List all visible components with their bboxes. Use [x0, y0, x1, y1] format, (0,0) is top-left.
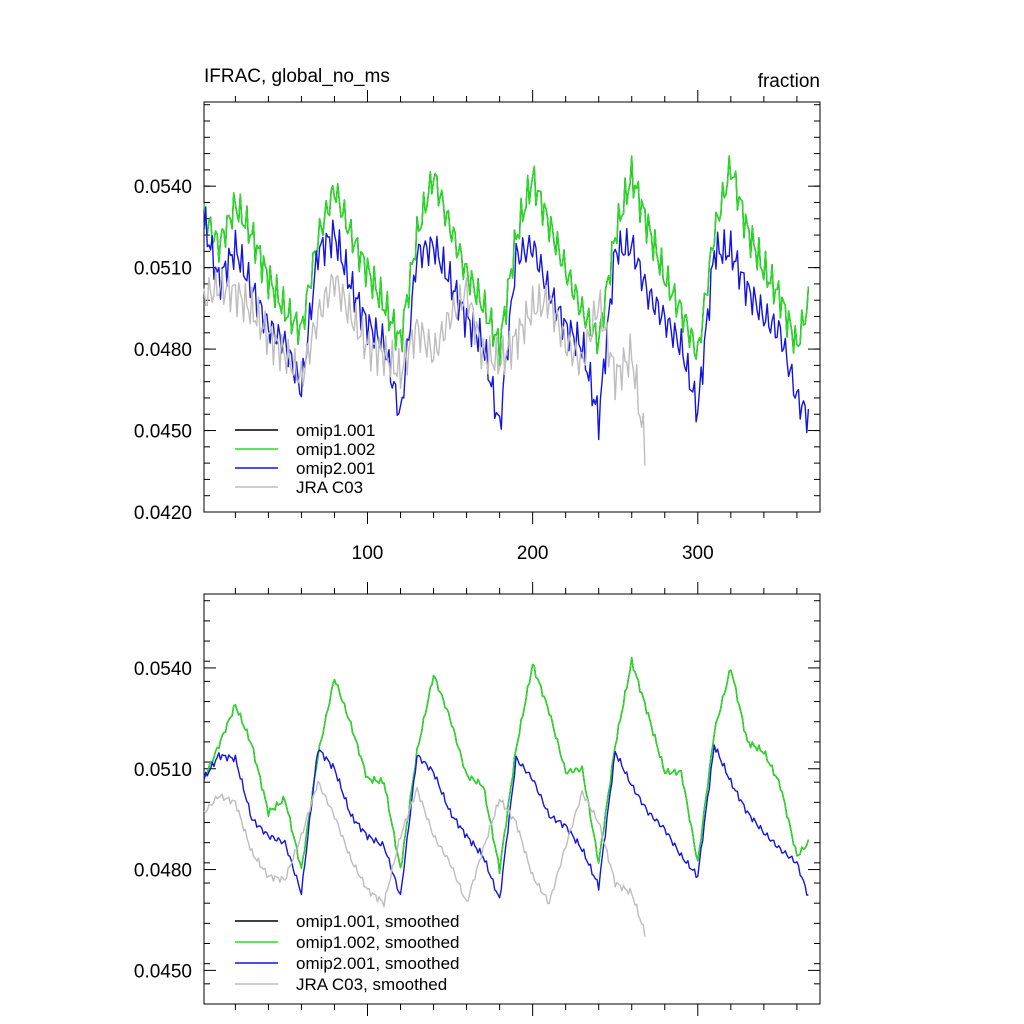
top-panel: IFRAC, global_no_ms fraction 0.0420 0.045… [134, 66, 821, 564]
bottom-plot-frame [203, 593, 821, 1005]
y-tick-label: 0.0450 [134, 422, 192, 443]
top-units: fraction [758, 71, 820, 92]
x-tick-label: 100 [352, 543, 384, 564]
top-title: IFRAC, global_no_ms [204, 66, 390, 87]
y-tick-label: 0.0540 [134, 659, 192, 680]
top-axis-ticks: 0.0420 0.0450 0.0480 0.0510 0.0540 100 200 300 [134, 90, 820, 564]
legend-label: JRA C03, smoothed [296, 975, 447, 994]
legend-label: JRA C03 [296, 478, 363, 497]
legend-label: omip1.001 [296, 421, 375, 440]
bottom-panel: 0.0450 0.0480 0.0510 0.0540 omip1.001, smoo… [134, 582, 821, 1016]
series-line-omip1-001 [203, 155, 810, 368]
legend-label: omip1.002 [296, 440, 375, 459]
y-tick-label: 0.0540 [134, 177, 192, 198]
series-line-omip1-002-smoothed [203, 656, 810, 875]
bottom-axis-ticks: 0.0450 0.0480 0.0510 0.0540 [134, 582, 820, 1016]
series-line-jra-c03 [203, 269, 646, 466]
legend-label: omip2.001 [296, 459, 375, 478]
y-tick-label: 0.0510 [134, 760, 192, 781]
series-line-jra-c03-smoothed [203, 780, 646, 937]
bottom-series-group [203, 656, 810, 937]
legend-label: omip2.001, smoothed [296, 954, 460, 973]
y-tick-label: 0.0480 [134, 340, 192, 361]
series-line-omip1-002 [203, 155, 810, 368]
x-tick-label: 300 [682, 543, 714, 564]
legend-label: omip1.002, smoothed [296, 933, 460, 952]
legend-label: omip1.001, smoothed [296, 912, 460, 931]
bottom-legend: omip1.001, smoothed omip1.002, smoothed om… [235, 912, 460, 994]
series-line-omip2-001-smoothed [203, 744, 809, 899]
y-tick-label: 0.0510 [134, 259, 192, 280]
y-tick-label: 0.0480 [134, 861, 192, 882]
y-tick-label: 0.0450 [134, 961, 192, 982]
x-tick-label: 200 [517, 543, 549, 564]
top-plot-frame [203, 101, 821, 513]
top-series-group [203, 155, 810, 466]
y-tick-label: 0.0420 [134, 503, 192, 524]
